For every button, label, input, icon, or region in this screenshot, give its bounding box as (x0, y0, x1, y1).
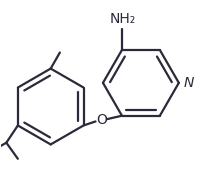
Text: NH₂: NH₂ (110, 12, 136, 26)
Text: O: O (96, 113, 107, 127)
Text: N: N (183, 76, 194, 90)
